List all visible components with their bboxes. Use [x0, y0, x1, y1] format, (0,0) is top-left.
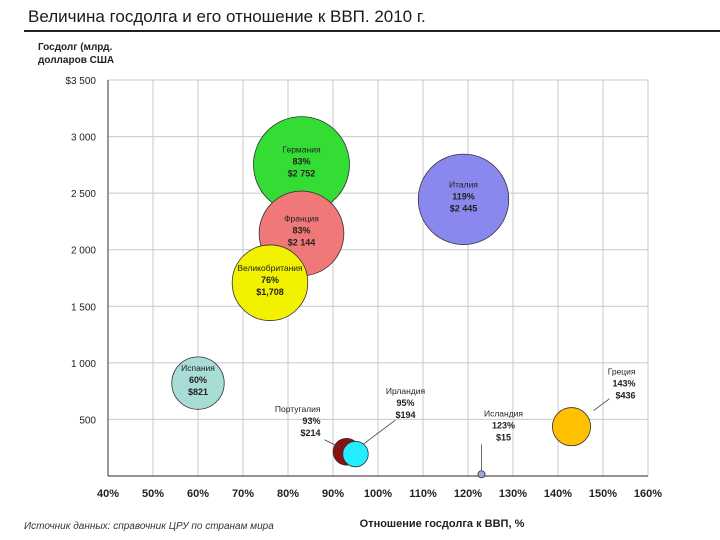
- y-tick-label-3: 2 000: [71, 246, 96, 257]
- y-tick-label-5: 3 000: [71, 133, 96, 144]
- bubble-3: [231, 244, 309, 321]
- x-tick-label-3: 70%: [232, 488, 254, 500]
- x-tick-label-7: 110%: [409, 488, 437, 500]
- y-tick-label-1: 1 000: [71, 359, 96, 370]
- bubble-label-pct-3: 76%: [261, 275, 279, 285]
- bubble-label-pct-0: 83%: [292, 157, 310, 167]
- x-axis-label: Отношение госдолга к ВВП, %: [360, 518, 525, 530]
- y-axis-label-line-2: долларов США: [38, 55, 114, 66]
- x-tick-label-11: 150%: [589, 488, 617, 500]
- bubble-label-name-0: Германия: [282, 145, 321, 155]
- bubble-4: [171, 356, 225, 410]
- x-tick-label-10: 140%: [544, 488, 572, 500]
- y-tick-label-0: 500: [79, 415, 96, 426]
- bubble-label-value-5: $214: [300, 428, 320, 438]
- bubble-label-pct-7: 123%: [492, 420, 515, 430]
- title-rule: [24, 30, 720, 32]
- bubble-label-value-2: $2 144: [288, 237, 316, 247]
- bubble-label-pct-4: 60%: [189, 375, 207, 385]
- bubble-label-pct-5: 93%: [302, 416, 320, 426]
- bubble-label-value-1: $2 445: [450, 203, 478, 213]
- bubble-leader-5: [324, 439, 341, 449]
- y-tick-label-2: 1 500: [71, 302, 96, 313]
- bubble-leader-6: [363, 419, 396, 445]
- y-tick-label-4: 2 500: [71, 189, 96, 200]
- bubble-label-value-6: $194: [395, 410, 415, 420]
- bubble-label-name-4: Испания: [181, 363, 215, 373]
- x-tick-label-8: 120%: [454, 488, 482, 500]
- bubble-label-value-8: $436: [615, 391, 635, 401]
- bubble-leader-8: [593, 398, 610, 411]
- bubble-label-name-6: Ирландия: [386, 386, 426, 396]
- x-tick-label-1: 50%: [142, 488, 164, 500]
- slide-title: Величина госдолга и его отношение к ВВП.…: [28, 7, 426, 26]
- x-tick-label-6: 100%: [364, 488, 392, 500]
- bubble-label-pct-1: 119%: [452, 191, 475, 201]
- bubble-label-name-5: Португалия: [275, 404, 321, 414]
- bubble-label-pct-6: 95%: [396, 398, 414, 408]
- bubble-label-name-3: Великобритания: [237, 263, 303, 273]
- x-tick-label-4: 80%: [277, 488, 299, 500]
- x-tick-label-2: 60%: [187, 488, 209, 500]
- bubble-label-value-4: $821: [188, 387, 208, 397]
- bubble-1: [417, 153, 510, 246]
- bubble-label-value-7: $15: [496, 432, 511, 442]
- x-tick-label-9: 130%: [499, 488, 527, 500]
- bubble-label-pct-2: 83%: [292, 225, 310, 235]
- x-tick-label-5: 90%: [322, 488, 344, 500]
- bubble-label-name-1: Италия: [449, 179, 478, 189]
- x-tick-label-0: 40%: [97, 488, 119, 500]
- bubble-8: [551, 407, 592, 447]
- bubble-6: [342, 440, 369, 468]
- bubble-label-pct-8: 143%: [612, 379, 635, 389]
- bubble-label-name-2: Франция: [284, 213, 319, 223]
- x-tick-label-12: 160%: [634, 488, 662, 500]
- bubble-label-name-8: Греция: [608, 367, 636, 377]
- source-note: Источник данных: справочник ЦРУ по стран…: [24, 521, 274, 532]
- bubble-label-value-0: $2 752: [288, 169, 316, 179]
- y-axis-label-line-1: Госдолг (млрд.: [38, 42, 112, 53]
- bubble-label-value-3: $1,708: [256, 287, 284, 297]
- bubble-7: [477, 470, 486, 479]
- bubble-label-name-7: Исландия: [484, 408, 523, 418]
- y-tick-label-6: $3 500: [65, 76, 96, 87]
